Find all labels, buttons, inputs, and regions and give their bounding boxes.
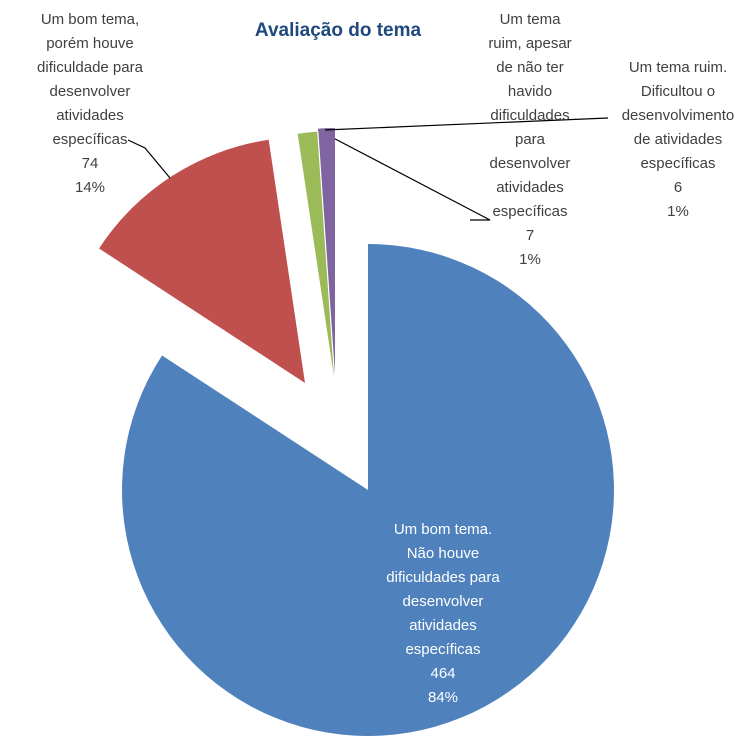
slice-label: Um tema ruim. Dificultou o desenvolvimen… [603,56,752,224]
leader-line [317,129,491,221]
percent-label: 1% [519,251,541,268]
value-label: 464 [430,665,456,682]
slice-label: Um tema ruim, apesar de não ter havido d… [460,8,600,272]
value-label: 7 [525,227,535,244]
category-label: Um bom tema. Não houve dificuldades para… [386,521,500,658]
leader-line [324,117,609,131]
pie-slice [297,131,334,377]
slice-label: Um bom tema, porém houve dificuldade par… [0,8,180,200]
pie-slice [99,139,306,383]
leader-line [127,139,171,179]
category-label: Um tema ruim, apesar de não ter havido d… [488,11,572,220]
pie-slice [122,244,615,736]
category-label: Um tema ruim. Dificultou o desenvolvimen… [621,59,735,172]
pie-slice [318,128,335,374]
percent-label: 1% [667,203,689,220]
category-label: Um bom tema, porém houve dificuldade par… [37,11,143,148]
chart-title: Avaliação do tema [254,20,422,41]
slice-label: Um bom tema. Não houve dificuldades para… [343,518,543,710]
value-label: 74 [81,155,99,172]
percent-label: 84% [427,689,459,706]
value-label: 6 [673,179,683,196]
percent-label: 14% [74,179,106,196]
